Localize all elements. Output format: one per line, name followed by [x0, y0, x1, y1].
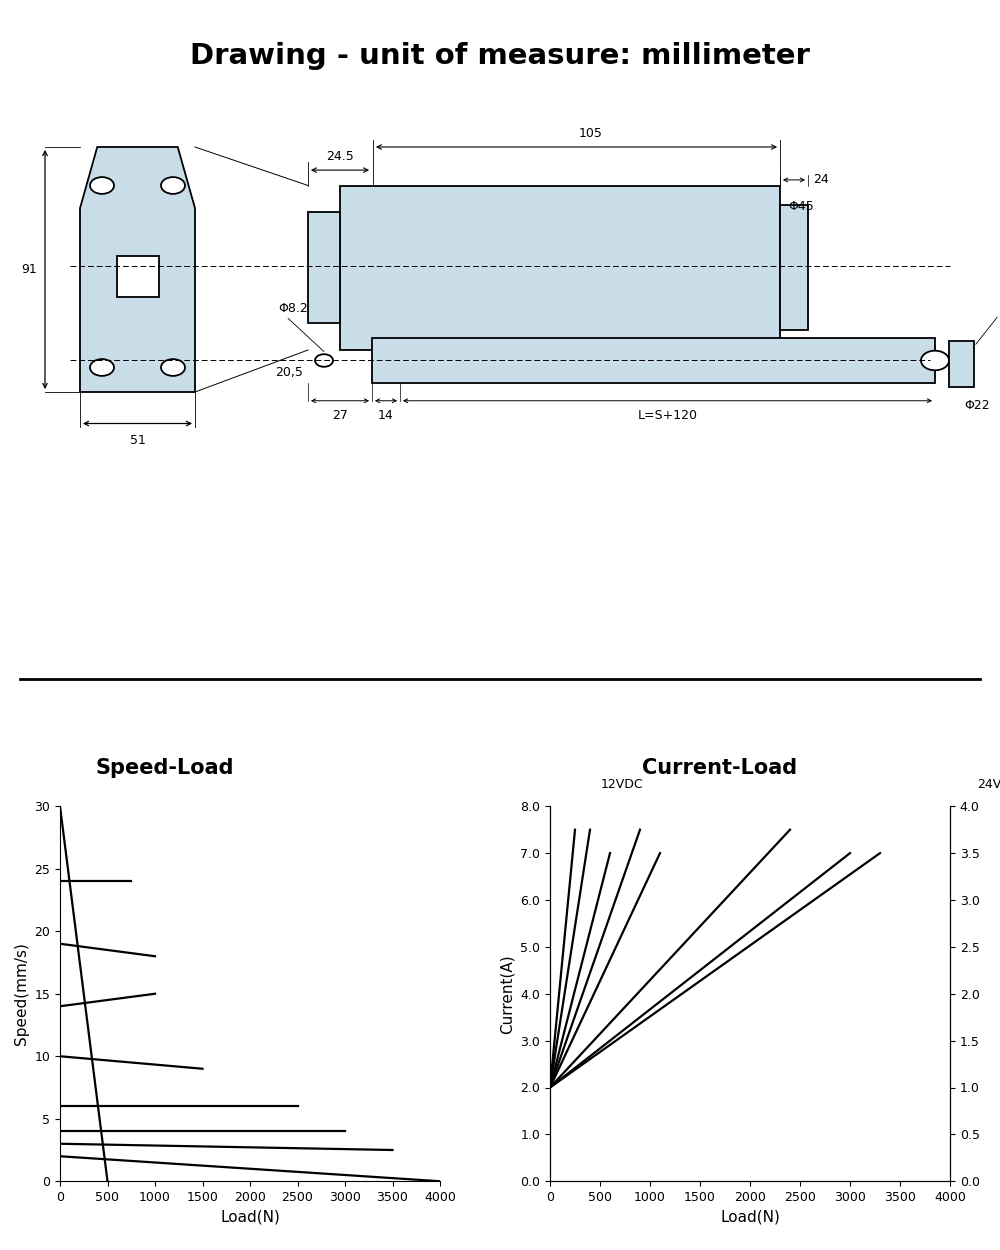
Circle shape [90, 359, 114, 376]
Bar [372, 338, 935, 384]
Text: 24.5: 24.5 [326, 150, 354, 162]
Text: Speed-Load: Speed-Load [96, 758, 234, 778]
Text: 27: 27 [332, 409, 348, 422]
Y-axis label: Speed(mm/s): Speed(mm/s) [14, 942, 29, 1045]
Text: Drawing - unit of measure: millimeter: Drawing - unit of measure: millimeter [190, 42, 810, 70]
Polygon shape [80, 148, 195, 392]
Text: 12VDC: 12VDC [601, 779, 643, 791]
Bar [308, 213, 340, 324]
Bar [340, 185, 780, 350]
Text: Φ8.2: Φ8.2 [999, 301, 1000, 315]
Text: L=S+120: L=S+120 [638, 409, 698, 422]
Text: 20,5: 20,5 [275, 366, 303, 379]
Circle shape [161, 177, 185, 194]
Circle shape [161, 359, 185, 376]
X-axis label: Load(N): Load(N) [720, 1210, 780, 1225]
Text: 24VDC: 24VDC [977, 779, 1000, 791]
Circle shape [315, 354, 333, 366]
Bar [949, 341, 974, 386]
Text: 14: 14 [378, 409, 394, 422]
Y-axis label: Current(A): Current(A) [500, 954, 515, 1034]
Text: 91: 91 [21, 262, 37, 276]
Text: Φ45: Φ45 [788, 200, 814, 212]
Text: Φ22: Φ22 [964, 399, 990, 412]
Text: Current-Load: Current-Load [642, 758, 798, 778]
Circle shape [921, 351, 949, 370]
Bar [780, 205, 808, 330]
Text: 105: 105 [579, 127, 603, 140]
Text: 24: 24 [813, 174, 829, 186]
Text: 51: 51 [130, 434, 145, 447]
Text: Φ8.2: Φ8.2 [278, 301, 308, 315]
X-axis label: Load(N): Load(N) [220, 1210, 280, 1225]
Circle shape [90, 177, 114, 194]
Bar [116, 256, 158, 296]
